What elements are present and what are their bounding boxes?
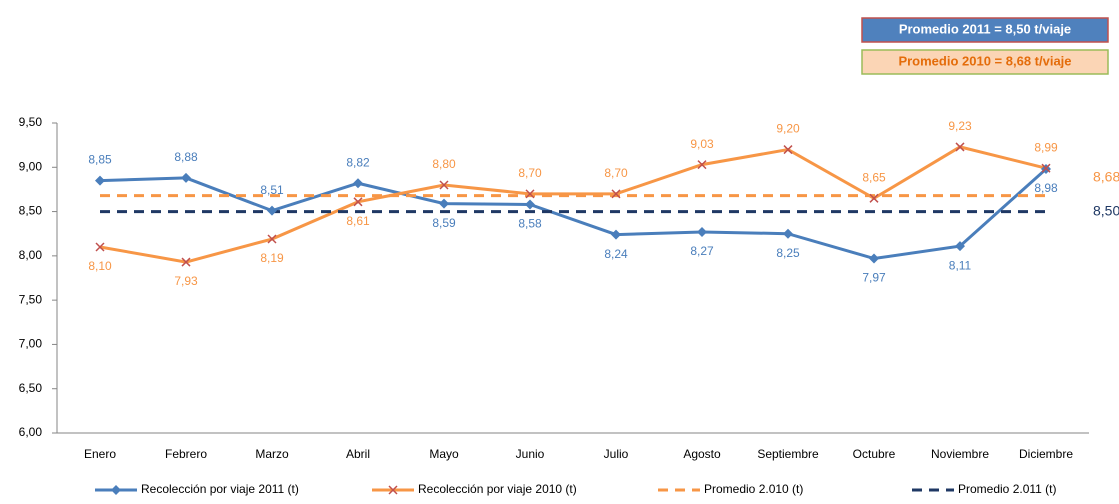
data-label: 8,70: [518, 166, 542, 180]
marker: [95, 242, 105, 252]
data-label: 8,59: [432, 216, 456, 230]
marker: [267, 205, 277, 216]
data-label: 8,58: [518, 217, 542, 231]
x-tick-label: Octubre: [853, 447, 896, 461]
data-label: 7,93: [174, 274, 198, 288]
data-label: 8,65: [862, 170, 886, 184]
data-label: 8,19: [260, 251, 284, 265]
x-tick-label: Agosto: [683, 447, 721, 461]
data-label: 8,61: [346, 214, 370, 228]
marker: [95, 175, 105, 186]
y-tick-label: 7,50: [19, 292, 43, 306]
marker: [783, 145, 793, 155]
marker: [353, 178, 363, 189]
marker: [869, 193, 879, 203]
data-label: 8,24: [604, 247, 628, 261]
marker: [783, 228, 793, 239]
x-tick-label: Julio: [604, 447, 629, 461]
data-label: 8,70: [604, 166, 628, 180]
x-tick-label: Febrero: [165, 447, 207, 461]
marker: [439, 198, 449, 209]
marker: [353, 197, 363, 207]
x-tick-label: Abril: [346, 447, 370, 461]
x-tick-label: Noviembre: [931, 447, 989, 461]
data-label: 8,27: [690, 244, 714, 258]
data-label: 8,85: [88, 153, 112, 167]
x-tick-label: Junio: [516, 447, 545, 461]
y-tick-label: 8,50: [19, 204, 43, 218]
y-tick-label: 6,00: [19, 425, 43, 439]
series-line: [99, 167, 1048, 261]
annotation-box: [861, 17, 1109, 43]
legend-label: Promedio 2.010 (t): [704, 482, 803, 496]
data-label: 8,11: [949, 258, 972, 272]
legend-label: Promedio 2.011 (t): [958, 482, 1057, 496]
data-label: 8,98: [1034, 181, 1058, 195]
annotation-box: [861, 49, 1109, 75]
marker: [525, 189, 535, 199]
marker: [955, 142, 965, 152]
y-tick-label: 9,00: [19, 159, 43, 173]
data-label: 8,80: [432, 157, 456, 171]
marker: [1041, 163, 1051, 173]
data-label: 9,20: [776, 122, 800, 136]
marker: [267, 234, 277, 244]
data-label: 8,88: [174, 150, 198, 164]
annotation-text: Promedio 2010 = 8,68 t/viaje: [898, 53, 1071, 68]
marker: [525, 199, 535, 210]
annotation-text: Promedio 2011 = 8,50 t/viaje: [899, 21, 1071, 36]
data-label: 9,03: [690, 137, 714, 151]
legend-label: Recolección por viaje 2010 (t): [418, 482, 577, 496]
x-tick-label: Marzo: [255, 447, 289, 461]
marker: [697, 226, 707, 237]
data-label: 8,10: [88, 259, 112, 273]
x-tick-label: Septiembre: [757, 447, 819, 461]
y-tick-label: 7,00: [19, 337, 43, 351]
legend-label: Recolección por viaje 2011 (t): [141, 482, 299, 496]
marker: [955, 241, 965, 252]
marker: [869, 253, 879, 264]
x-tick-label: Enero: [84, 447, 116, 461]
data-label: 9,23: [948, 119, 972, 133]
legend-marker: [388, 485, 398, 495]
data-label: 7,97: [862, 271, 886, 285]
legend-marker: [111, 485, 121, 495]
marker: [697, 160, 707, 170]
data-label: 8,68: [1093, 168, 1119, 184]
marker: [611, 189, 621, 199]
y-tick-label: 9,50: [19, 115, 43, 129]
data-label: 8,99: [1034, 140, 1058, 154]
marker: [439, 180, 449, 190]
y-tick-label: 8,00: [19, 248, 43, 262]
data-label: 8,50: [1093, 202, 1119, 218]
y-tick-label: 6,50: [19, 381, 43, 395]
marker: [181, 172, 191, 183]
data-label: 8,82: [346, 155, 370, 169]
data-label: 8,51: [260, 183, 284, 197]
data-label: 8,25: [776, 246, 800, 260]
x-tick-label: Mayo: [429, 447, 459, 461]
marker: [181, 257, 191, 267]
marker: [611, 229, 621, 240]
series-line: [99, 145, 1047, 264]
x-tick-label: Diciembre: [1019, 447, 1073, 461]
